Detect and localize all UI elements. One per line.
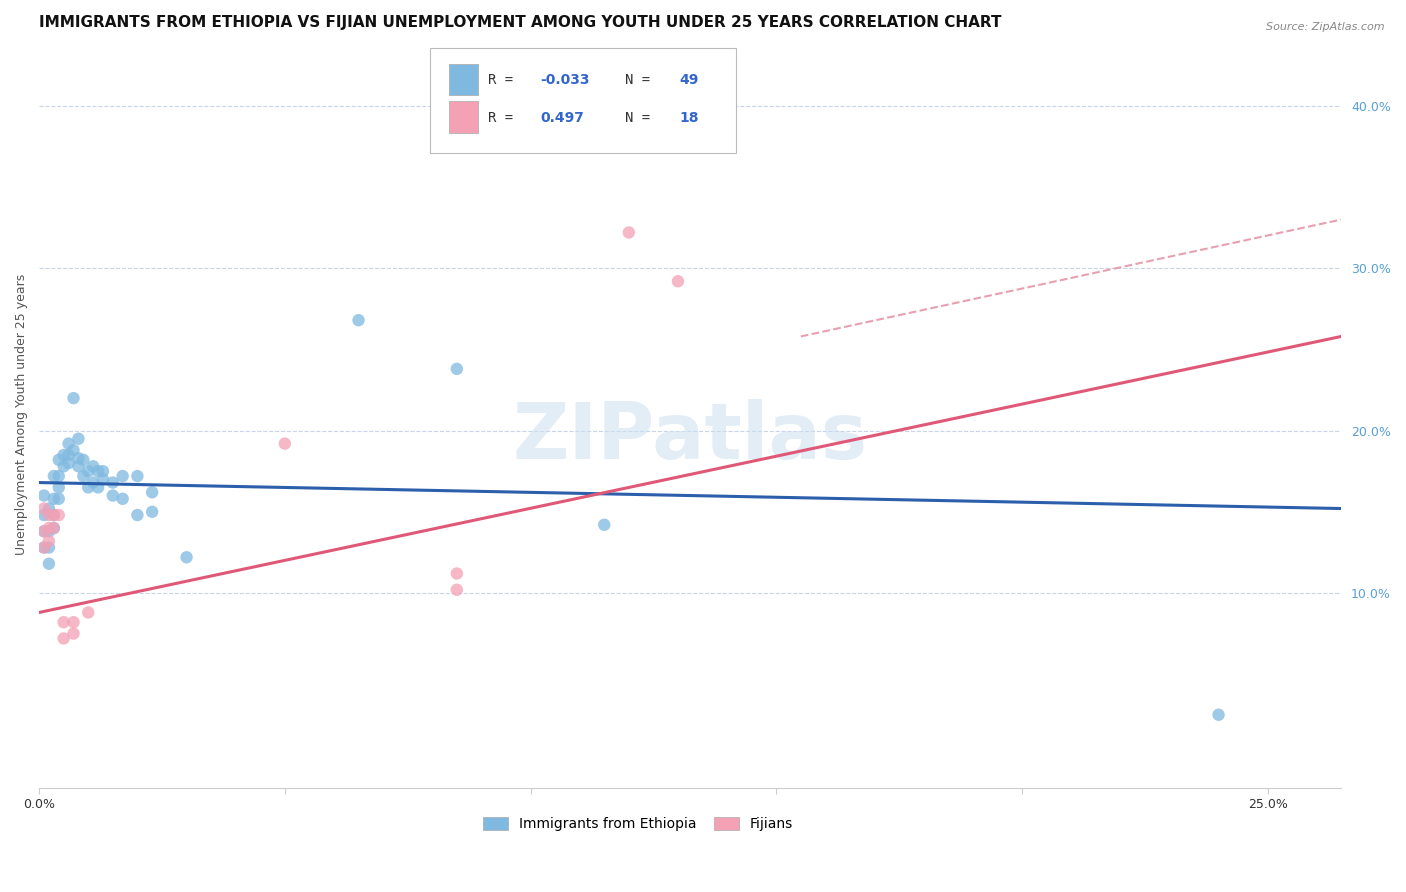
Point (1208, 707, 1230, 722)
Point (58, 448, 80, 462)
Point (67, 451, 90, 466)
Point (446, 566, 468, 581)
Point (48, 480, 70, 494)
Point (58, 436, 80, 450)
Point (67, 459, 90, 474)
Point (101, 475, 124, 490)
FancyBboxPatch shape (450, 102, 478, 133)
Point (446, 582, 468, 597)
Point (38, 521, 60, 535)
Point (82, 475, 104, 490)
Point (42, 521, 65, 535)
Point (52, 632, 75, 646)
Point (141, 505, 163, 519)
Point (101, 489, 124, 503)
Point (38, 524, 60, 539)
Point (111, 469, 134, 483)
Point (446, 362, 468, 376)
Point (38, 508, 60, 522)
Point (42, 508, 65, 522)
Point (42, 491, 65, 506)
Point (87, 480, 110, 494)
Point (127, 508, 149, 522)
Point (67, 432, 90, 446)
Point (274, 436, 297, 450)
Point (62, 443, 84, 458)
Point (127, 469, 149, 483)
Y-axis label: Unemployment Among Youth under 25 years: Unemployment Among Youth under 25 years (15, 274, 28, 555)
Point (77, 606, 100, 620)
Point (87, 464, 110, 478)
Point (62, 615, 84, 630)
Point (72, 453, 94, 467)
Text: ZIPatlas: ZIPatlas (513, 399, 868, 475)
Point (48, 453, 70, 467)
Point (111, 491, 134, 506)
Text: 0.497: 0.497 (540, 111, 585, 125)
Point (48, 508, 70, 522)
Point (77, 464, 100, 478)
Point (42, 508, 65, 522)
Point (347, 313, 370, 327)
Point (32, 508, 55, 522)
Legend: Immigrants from Ethiopia, Fijians: Immigrants from Ethiopia, Fijians (478, 812, 799, 837)
Point (52, 615, 75, 630)
Point (32, 541, 55, 555)
Point (32, 524, 55, 539)
Point (38, 557, 60, 571)
Point (32, 524, 55, 539)
Point (38, 501, 60, 516)
Text: R =: R = (488, 111, 522, 125)
Point (617, 226, 640, 240)
Text: Source: ZipAtlas.com: Source: ZipAtlas.com (1267, 22, 1385, 32)
Point (141, 485, 163, 500)
Point (77, 480, 100, 494)
Point (666, 274, 689, 288)
Point (52, 459, 75, 474)
Point (62, 626, 84, 640)
Text: -0.033: -0.033 (540, 73, 591, 87)
Text: IMMIGRANTS FROM ETHIOPIA VS FIJIAN UNEMPLOYMENT AMONG YOUTH UNDER 25 YEARS CORRE: IMMIGRANTS FROM ETHIOPIA VS FIJIAN UNEMP… (39, 15, 1001, 30)
Point (58, 456, 80, 470)
Point (38, 541, 60, 555)
FancyBboxPatch shape (430, 48, 735, 153)
Point (176, 550, 198, 565)
Point (48, 491, 70, 506)
Point (48, 469, 70, 483)
Point (82, 459, 104, 474)
Point (32, 541, 55, 555)
Point (91, 472, 114, 486)
Text: N =: N = (626, 111, 658, 125)
Point (32, 489, 55, 503)
Text: 49: 49 (681, 73, 699, 87)
Text: R =: R = (488, 73, 522, 87)
Point (91, 464, 114, 478)
Point (52, 448, 75, 462)
Text: 18: 18 (681, 111, 699, 125)
FancyBboxPatch shape (450, 64, 478, 95)
Point (32, 501, 55, 516)
Point (38, 534, 60, 549)
Text: N =: N = (626, 73, 658, 87)
Point (42, 521, 65, 535)
Point (593, 517, 616, 532)
Point (62, 391, 84, 405)
Point (42, 469, 65, 483)
Point (72, 469, 94, 483)
